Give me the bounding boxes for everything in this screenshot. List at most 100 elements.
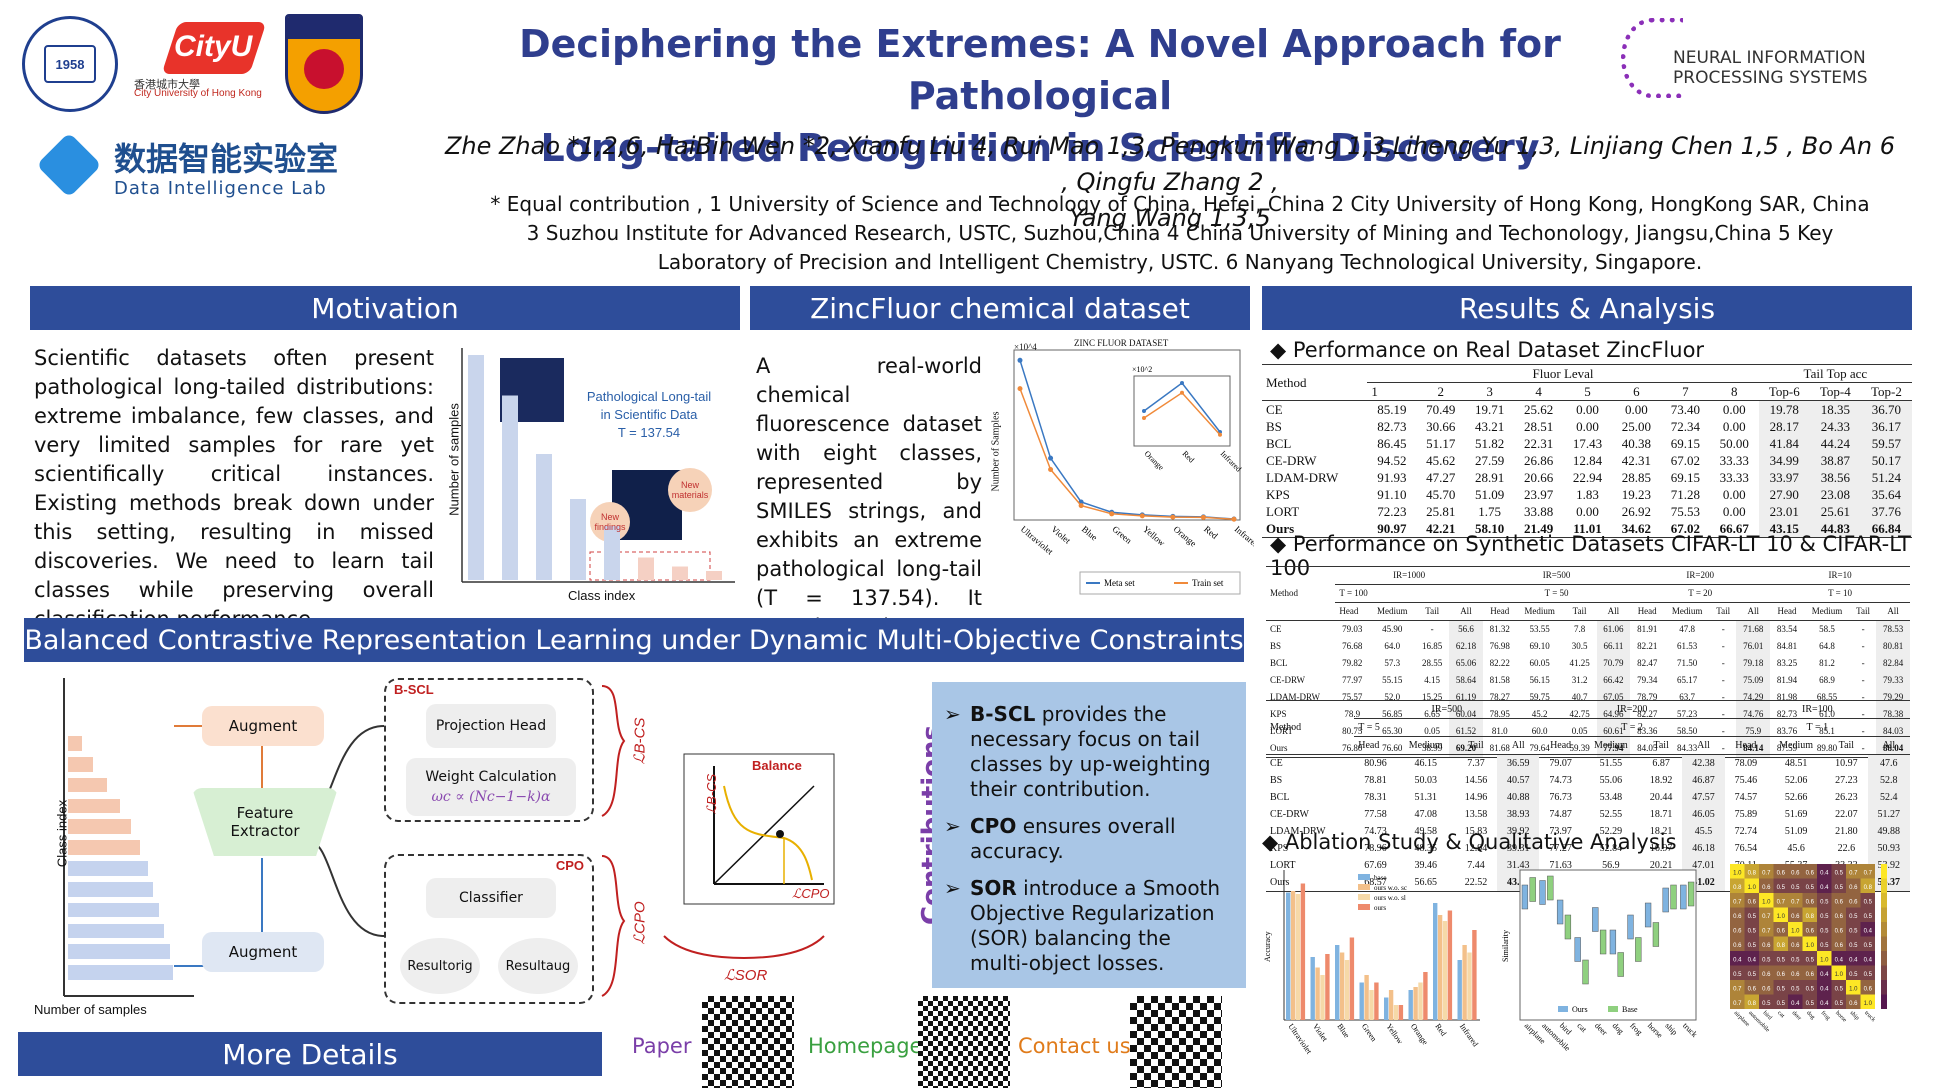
heatmap-value: 0.6: [1777, 928, 1786, 934]
table-cell: 81.2: [1819, 658, 1835, 668]
table-cell: 27.59: [1475, 453, 1505, 468]
table-cell: BCL: [1270, 792, 1290, 803]
colorbar-segment: [1881, 864, 1887, 879]
col-header: 8: [1709, 382, 1759, 401]
col-header: All: [1682, 736, 1725, 755]
table-cell: 78.31: [1364, 792, 1387, 803]
class-hist-bar: [68, 861, 148, 876]
heatmap-value: 0.6: [1733, 943, 1742, 949]
heatmap-cell: [1759, 907, 1774, 922]
heatmap-value: 0.8: [1777, 943, 1786, 949]
neurips-logo: NEURAL INFORMATION PROCESSING SYSTEMS: [1615, 14, 1915, 104]
table-cell: 50.93: [1867, 840, 1910, 857]
table-cell: 46.18: [1682, 840, 1725, 857]
heatmap-cell: [1759, 864, 1774, 879]
ablation-bar: [1408, 990, 1413, 1020]
col-header: 3: [1465, 382, 1515, 401]
table-cell: 22.07: [1835, 809, 1858, 820]
table-cell: 0.00: [1576, 402, 1599, 417]
contact-qr-code[interactable]: [1130, 996, 1222, 1088]
table-cell: 12.94: [1464, 843, 1488, 854]
arrow-icon: ➢: [944, 876, 961, 900]
heatmap-value: 0.6: [1806, 928, 1815, 934]
table-cell: 60.05: [1529, 658, 1550, 668]
heatmap-cell: [1788, 864, 1803, 879]
paper-link[interactable]: Paper: [632, 1034, 692, 1058]
contribution-item: ➢ B-SCL provides the necessary focus on t…: [944, 702, 1232, 802]
table-cell: 66.11: [1596, 638, 1631, 655]
x-tick-label: deer: [1593, 1021, 1609, 1037]
tau-header: T = 5: [1354, 718, 1540, 737]
table-row: LDAM-DRW 91.93 47.27 28.91 20.66 22.94 28.85 69…: [1262, 469, 1912, 486]
x-tick-label: Violet: [1311, 1022, 1330, 1044]
table-cell: -: [1430, 624, 1434, 634]
heatmap-value: 0.8: [1733, 885, 1742, 891]
x-tick-label: Infrared: [1458, 1022, 1480, 1048]
contact-link[interactable]: Contact us: [1018, 1034, 1131, 1058]
heatmap-cell: [1817, 922, 1832, 937]
col-header: Medium: [1396, 736, 1455, 755]
table-row: LDAM-DRW 74.73 49.58 15.83 39.92 73.97 52.29 18…: [1266, 823, 1910, 840]
heatmap-value: 0.5: [1849, 943, 1858, 949]
ablation-bar: [1384, 997, 1389, 1020]
table-cell: 36.59: [1497, 754, 1540, 772]
col-header: Tail: [1454, 736, 1498, 755]
table-cell: 76.01: [1736, 638, 1771, 655]
class-hist-bar: [68, 798, 120, 814]
box: [1599, 929, 1607, 955]
data-point: [1170, 514, 1176, 520]
table-cell: 66.84: [1860, 520, 1912, 538]
table-cell: 39.31: [1497, 840, 1540, 857]
table-cell: 44.83: [1809, 520, 1861, 538]
heatmap-cell: [1802, 893, 1817, 908]
heatmap-cell: [1759, 922, 1774, 937]
table-cell: 78.27: [1489, 692, 1510, 702]
homepage-link[interactable]: Homepage: [808, 1034, 923, 1058]
colorbar-segment: [1881, 922, 1887, 937]
ablation-bar: [1437, 915, 1443, 1020]
ablation-bar: [1315, 967, 1320, 1020]
heatmap-cell: [1730, 893, 1745, 908]
col-header: Medium: [1767, 736, 1826, 755]
ustc-logo: 1958: [22, 16, 118, 112]
heatmap-cell: [1773, 951, 1788, 966]
heatmap-cell: [1744, 878, 1759, 893]
col-header: 2: [1416, 382, 1466, 401]
heatmap-cell: [1759, 994, 1774, 1009]
table-cell: 28.85: [1621, 470, 1652, 485]
colorbar-segment: [1881, 951, 1887, 966]
inset-scale: ×10^2: [1132, 365, 1152, 374]
table-row: LORT 67.69 39.46 7.44 31.43 71.63 56.9 20.21 47.…: [1266, 857, 1910, 874]
table-cell: 78.53: [1876, 620, 1910, 638]
table-cell: 62.18: [1449, 638, 1483, 655]
table-cell: BS: [1270, 775, 1283, 786]
table-cell: 73.40: [1670, 402, 1700, 417]
table-cell: 50.03: [1414, 775, 1437, 786]
nus-crest: [285, 14, 363, 114]
heatmap-value: 1.0: [1748, 885, 1757, 891]
contribution-item: ➢ CPO ensures overall accuracy.: [944, 814, 1232, 864]
heatmap-cell: [1817, 878, 1832, 893]
table-row: BCL 79.82 57.3 28.55 65.06 82.22 60.05 41.25 70.…: [1266, 655, 1910, 672]
heatmap-value: 0.5: [1733, 972, 1742, 978]
motivation-bar: [672, 566, 688, 580]
box: [1529, 877, 1536, 902]
heatmap-cell: [1730, 936, 1745, 951]
box: [1539, 880, 1546, 905]
table-cell: 79.18: [1736, 655, 1771, 672]
projection-head-box: Projection Head: [426, 704, 556, 748]
table-cell: 52.8: [1867, 772, 1910, 789]
heatmap-cell: [1759, 980, 1774, 995]
table-cell: 22.94: [1572, 470, 1603, 485]
heatmap-cell: [1860, 965, 1875, 980]
table-cell: LDAM-DRW: [1270, 692, 1320, 702]
heatmap-cell: [1831, 878, 1846, 893]
box: [1592, 907, 1599, 932]
table-row: CE-DRW 94.52 45.62 27.59 26.86 12.84 42.31 67.0…: [1262, 452, 1912, 469]
homepage-qr-code[interactable]: [918, 996, 1010, 1088]
heatmap-value: 0.5: [1791, 885, 1800, 891]
heatmap-value: 0.5: [1820, 928, 1829, 934]
ablation-bar: [1418, 982, 1423, 1020]
paper-qr-code[interactable]: [702, 996, 794, 1088]
x-tick-label: Orange: [1409, 1022, 1430, 1047]
